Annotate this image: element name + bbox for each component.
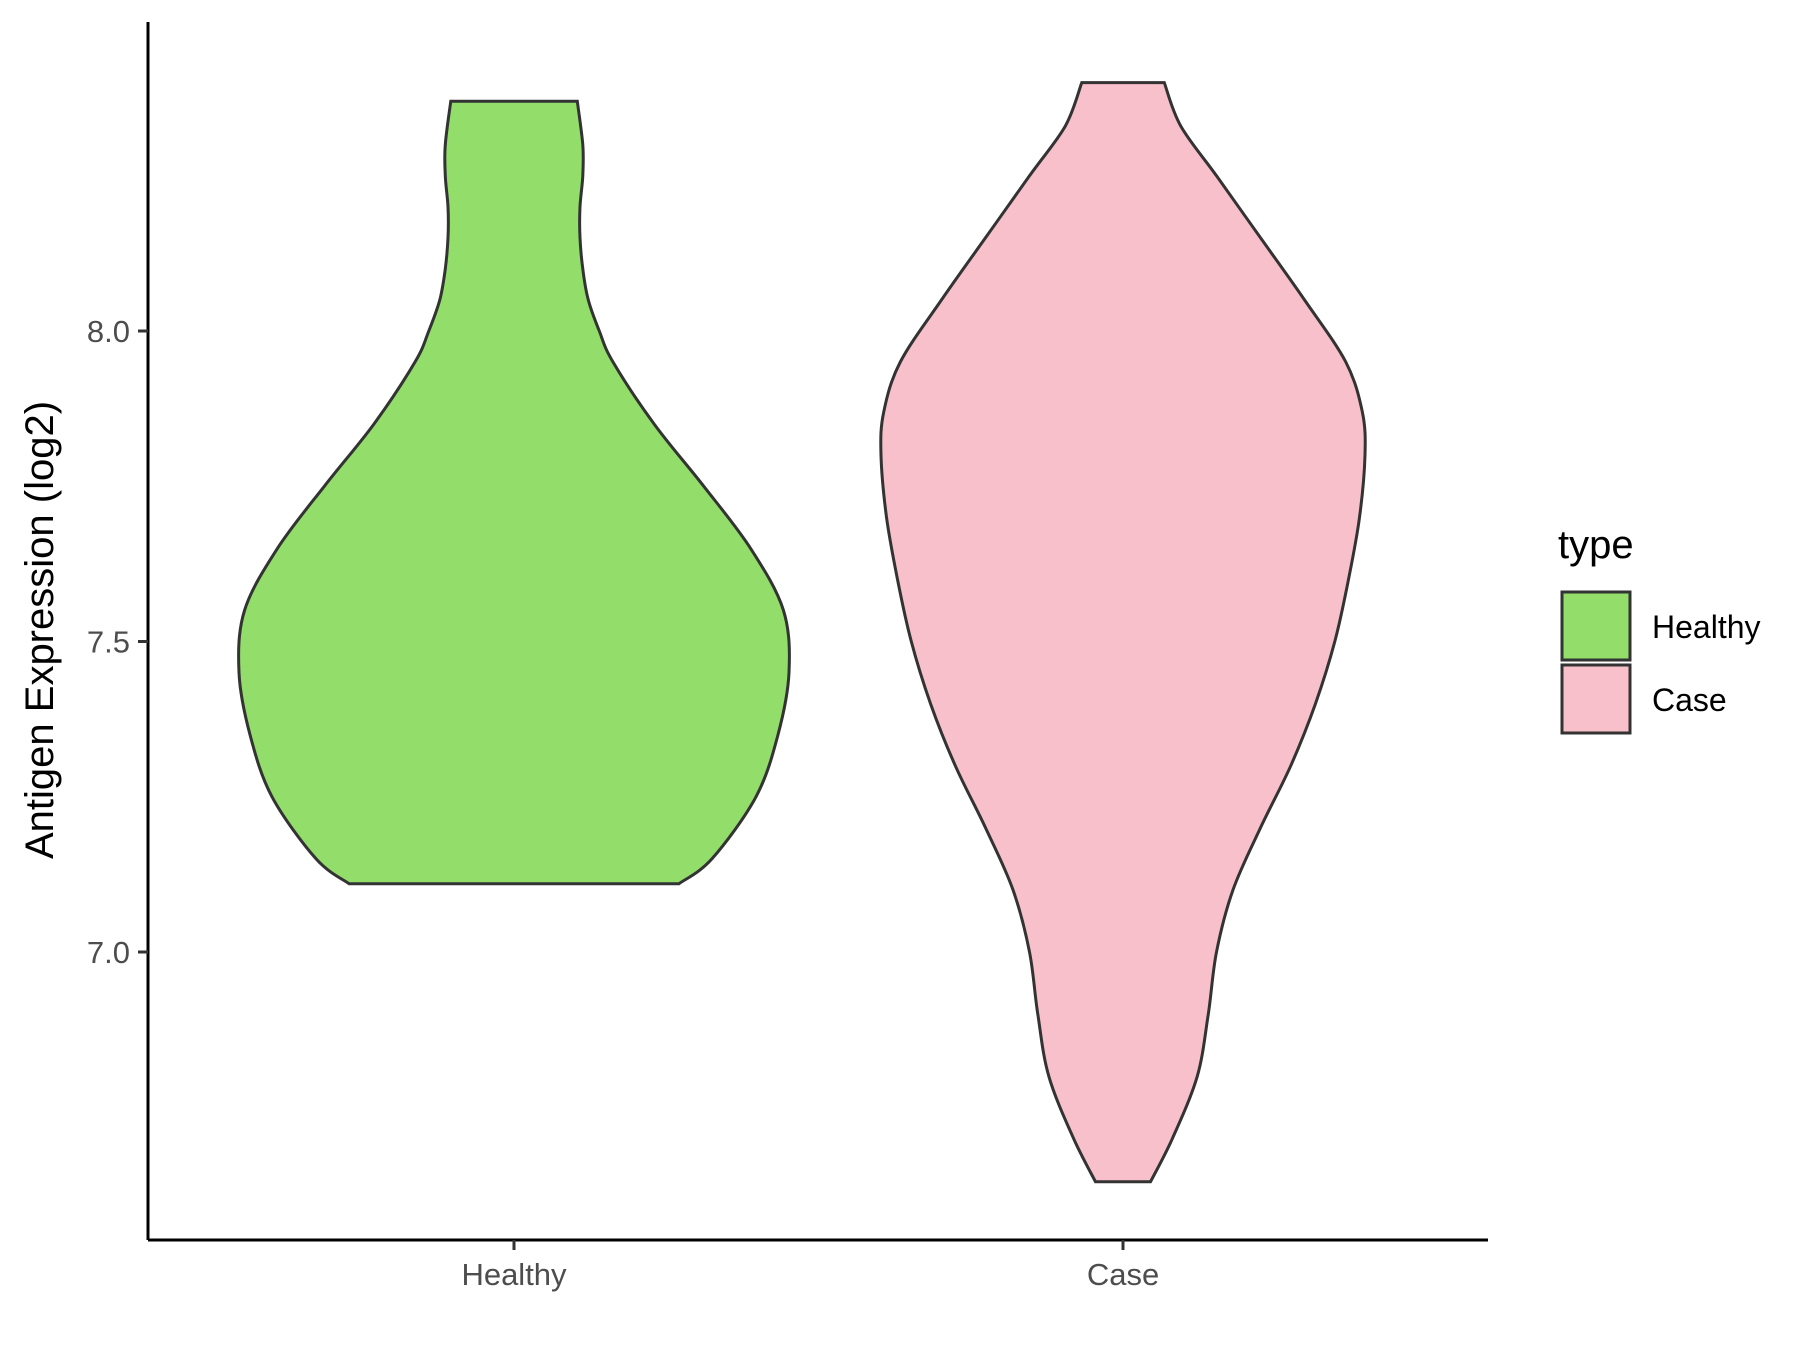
- legend-label: Case: [1652, 682, 1727, 718]
- violin-healthy: [237, 99, 791, 886]
- violin-layer: [237, 81, 1367, 1184]
- legend-key-case: [1560, 663, 1632, 735]
- axes-layer: [146, 22, 1488, 1242]
- y-tick-label: 8.0: [87, 314, 130, 349]
- y-tick-label: 7.5: [87, 625, 130, 660]
- x-tick-label: Healthy: [461, 1257, 567, 1292]
- legend: type Healthy Case: [1558, 523, 1761, 735]
- x-ticks: Healthy Case: [461, 1240, 1159, 1292]
- y-axis-title: Antigen Expression (log2): [18, 401, 62, 859]
- legend-label: Healthy: [1652, 609, 1761, 645]
- legend-title: type: [1558, 523, 1634, 567]
- y-tick-label: 7.0: [87, 935, 130, 970]
- x-tick-label: Case: [1087, 1257, 1159, 1292]
- legend-key-healthy: [1560, 590, 1632, 662]
- violin-case: [879, 81, 1367, 1184]
- y-ticks: 7.0 7.5 8.0: [87, 314, 148, 970]
